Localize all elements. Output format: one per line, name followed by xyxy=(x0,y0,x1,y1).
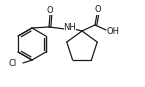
Text: Cl: Cl xyxy=(9,60,17,68)
Text: O: O xyxy=(47,6,53,15)
Text: NH: NH xyxy=(64,23,76,33)
Text: O: O xyxy=(94,5,101,15)
Text: OH: OH xyxy=(106,27,119,35)
